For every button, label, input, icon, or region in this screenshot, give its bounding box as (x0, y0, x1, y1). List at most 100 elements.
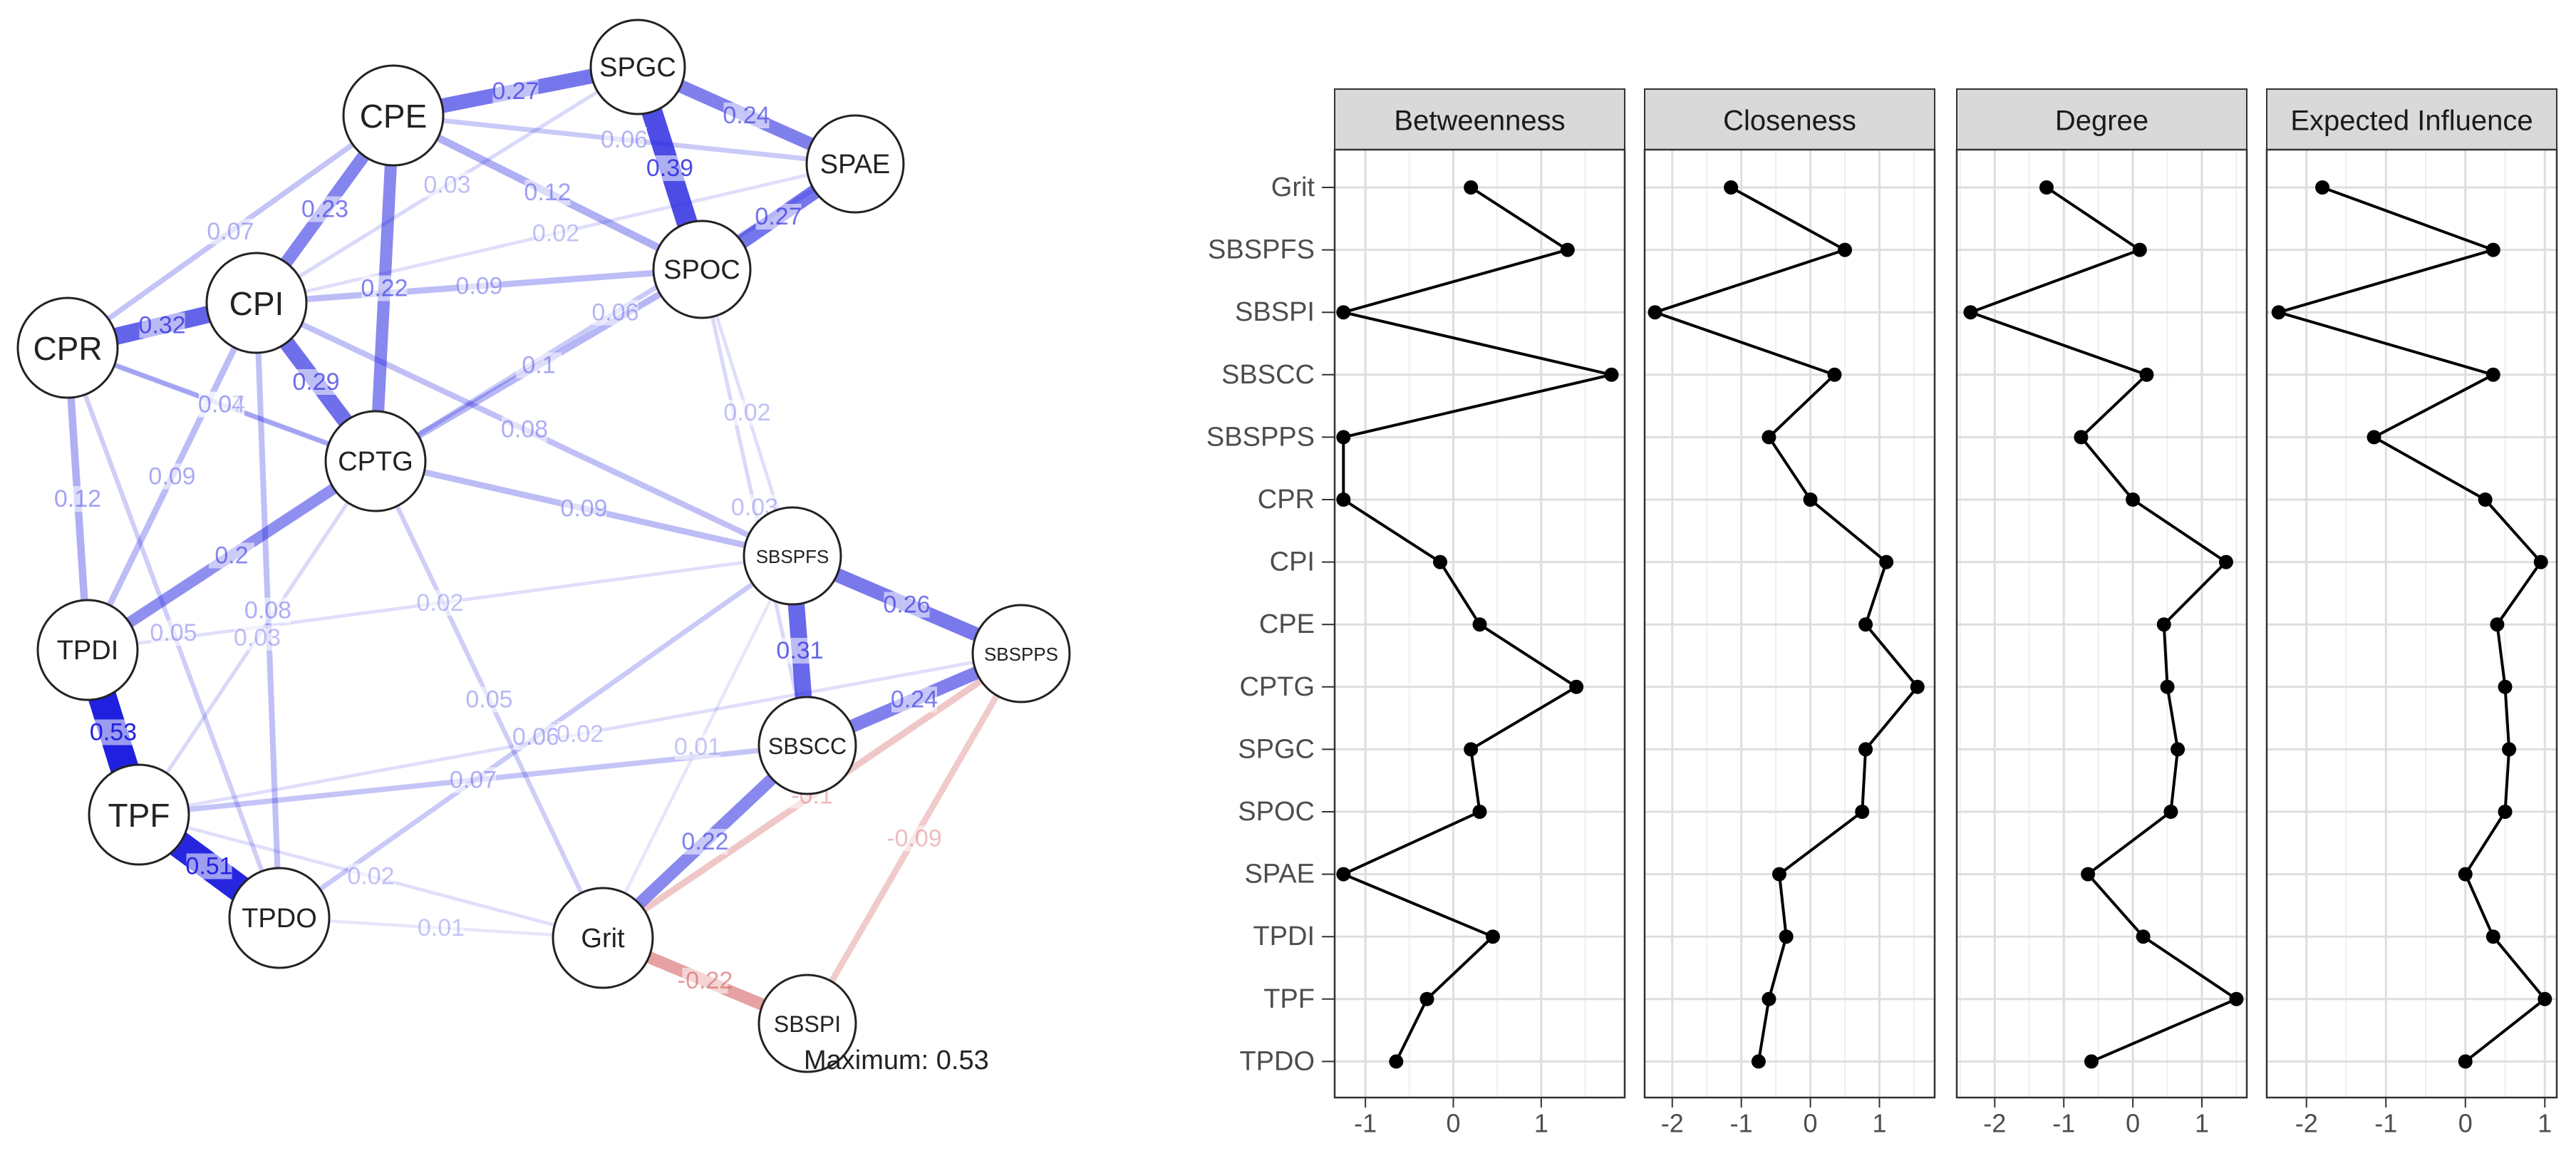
panel-closeness: Closeness -2 -1 0 1 (1643, 88, 1936, 1137)
node-sbspi: SBSPI (757, 974, 857, 1073)
node-circle-sbspps (971, 604, 1071, 703)
edge-label-bg-4 (601, 127, 647, 153)
node-label-cptg: CPTG (338, 447, 413, 477)
y-tick-tpdo: TPDO (1239, 1046, 1315, 1076)
node-circle-tpf (88, 763, 190, 866)
strip-expected-influence (2266, 88, 2557, 150)
y-tick-tpdi: TPDI (1253, 922, 1315, 951)
point-expected-influence-sbspfs (2486, 242, 2500, 257)
edge-label-spgc-spoc: 0.39 (646, 155, 693, 182)
node-circle-spae (805, 114, 905, 214)
edge-label-sbspfs-sbspps: 0.26 (883, 592, 930, 619)
point-degree-spoc (2163, 805, 2178, 819)
point-closeness-tpdo (1751, 1054, 1766, 1069)
point-expected-influence-grit (2315, 180, 2330, 195)
y-tick-sbspi: SBSPI (1235, 297, 1315, 327)
node-cpe: CPE (342, 64, 445, 167)
node-label-sbspi: SBSPI (774, 1011, 841, 1037)
point-expected-influence-tpf (2538, 991, 2552, 1006)
point-betweenness-sbscc (1604, 367, 1619, 382)
point-closeness-cpe (1858, 617, 1873, 632)
edge-label-bg-5 (524, 180, 571, 205)
point-expected-influence-spae (2458, 867, 2473, 882)
point-degree-cpr (2126, 492, 2141, 507)
node-circle-cpr (16, 296, 119, 399)
edge-label-bg-44 (557, 721, 603, 747)
edge-label-bg-29 (891, 686, 937, 713)
edge-label-bg-9 (424, 172, 470, 198)
point-expected-influence-sbspi (2271, 305, 2286, 320)
point-expected-influence-sbspps (2366, 430, 2381, 445)
edge-label-cpr-cpi: 0.32 (138, 312, 185, 339)
point-expected-influence-cpi (2533, 554, 2548, 569)
edge-label-cpi-tpdo: 0.08 (244, 597, 291, 624)
x-tick-closeness-1: -1 (1730, 1108, 1753, 1137)
node-circle-spgc (589, 19, 686, 115)
node-tpdi: TPDI (36, 599, 139, 701)
point-closeness-sbspfs (1838, 242, 1853, 257)
edge-label-bg-7 (361, 275, 408, 301)
edge-label-bg-37 (513, 724, 559, 750)
edge-label-bg-17 (502, 416, 547, 443)
point-betweenness-tpdo (1389, 1054, 1404, 1069)
point-betweenness-cpi (1433, 554, 1447, 569)
point-closeness-sbscc (1827, 367, 1842, 382)
x-tick-degree-2: 0 (2126, 1108, 2140, 1137)
network-graph: 0.27 0.24 0.39 0.27 0.06 0.12 0.23 0.22 0.07 0.03… (16, 19, 1071, 1075)
edge-label-bg-34 (90, 719, 136, 745)
edge-label-bg-16 (516, 352, 562, 378)
edge-label-bg-27 (884, 592, 930, 618)
y-tick-spoc: SPOC (1238, 797, 1315, 827)
edge-label-cpr-tpdo: 0.05 (150, 619, 197, 646)
point-closeness-spae (1771, 867, 1786, 882)
point-betweenness-spae (1336, 867, 1351, 882)
strip-label-closeness: Closeness (1723, 105, 1856, 137)
x-tick-closeness-2: 0 (1804, 1108, 1818, 1137)
node-label-sbspfs: SBSPFS (756, 546, 829, 567)
point-degree-cptg (2160, 679, 2175, 694)
edge-label-bg-36 (450, 767, 496, 793)
edge-label-sbspfs-grit: 0.01 (674, 733, 721, 760)
point-expected-influence-cptg (2498, 679, 2513, 694)
edge-label-bg-6 (302, 196, 348, 222)
point-expected-influence-tpdi (2486, 929, 2500, 944)
edge-label-bg-8 (207, 219, 254, 244)
panel-border-degree (1955, 148, 2248, 1099)
edge-label-tpdi-sbspfs: 0.02 (416, 589, 463, 616)
point-betweenness-spgc (1464, 742, 1479, 757)
y-tick-sbspfs: SBSPFS (1208, 235, 1315, 265)
panel-degree: Degree -2 -1 0 1 (1955, 88, 2248, 1137)
point-expected-influence-sbscc (2486, 367, 2500, 382)
edge-label-cptg-sbspfs: 0.09 (560, 495, 607, 522)
network-max-label: Maximum: 0.53 (804, 1046, 989, 1075)
edge-label-cpe-spoc: 0.12 (524, 179, 571, 206)
node-label-cpr: CPR (33, 330, 102, 367)
edge-label-bg-35 (186, 853, 232, 879)
edge-label-tpf-grit: 0.02 (347, 863, 394, 890)
x-tick-closeness-0: -2 (1661, 1108, 1684, 1137)
node-sbspfs: SBSPFS (743, 506, 842, 606)
node-cpi: CPI (205, 252, 308, 354)
edge-label-cpi-spgc: 0.03 (423, 172, 470, 199)
edge-label-spae-spoc: 0.27 (755, 203, 802, 230)
point-closeness-tpdi (1779, 929, 1794, 944)
point-degree-cpi (2218, 554, 2233, 569)
centrality-plot: Grit SBSPFS SBSPI SBSCC SBSPPS CPR CPI CPE CPTG S… (1206, 88, 2558, 1137)
node-circle-sbscc (757, 696, 857, 795)
edge-label-bg-1 (723, 103, 770, 128)
edge-label-bg-10 (533, 220, 579, 247)
panel-expected-influence: Expected Influence -2 -1 0 1 (2265, 88, 2558, 1137)
point-expected-influence-cpr (2478, 492, 2493, 507)
point-expected-influence-spgc (2502, 742, 2517, 757)
node-label-spoc: SPOC (663, 255, 740, 285)
y-tick-sbspps: SBSPPS (1206, 422, 1315, 452)
y-tick-tpf: TPF (1263, 984, 1315, 1014)
point-degree-sbscc (2139, 367, 2154, 382)
point-degree-tpf (2229, 991, 2244, 1006)
y-tick-cpe: CPE (1259, 609, 1315, 639)
point-degree-grit (2039, 180, 2054, 195)
x-tick-betweenness-1: 0 (1446, 1108, 1460, 1137)
edge-label-bg-3 (755, 204, 802, 229)
x-tick-closeness-3: 1 (1872, 1108, 1886, 1137)
point-degree-spgc (2171, 742, 2186, 757)
